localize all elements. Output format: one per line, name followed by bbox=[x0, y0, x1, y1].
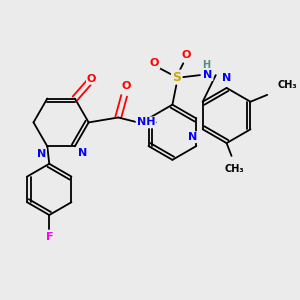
Text: N: N bbox=[78, 148, 87, 158]
Text: CH₃: CH₃ bbox=[277, 80, 297, 90]
Text: N: N bbox=[203, 70, 212, 80]
Text: O: O bbox=[87, 74, 96, 84]
Text: N: N bbox=[37, 149, 46, 159]
Text: H: H bbox=[202, 60, 210, 70]
Text: O: O bbox=[150, 58, 159, 68]
Text: O: O bbox=[182, 50, 191, 60]
Text: CH₃: CH₃ bbox=[225, 164, 244, 174]
Text: F: F bbox=[46, 232, 53, 242]
Text: O: O bbox=[122, 81, 131, 91]
Text: NH: NH bbox=[136, 117, 155, 128]
Text: N: N bbox=[222, 73, 231, 83]
Text: N: N bbox=[188, 132, 197, 142]
Text: S: S bbox=[172, 70, 181, 84]
